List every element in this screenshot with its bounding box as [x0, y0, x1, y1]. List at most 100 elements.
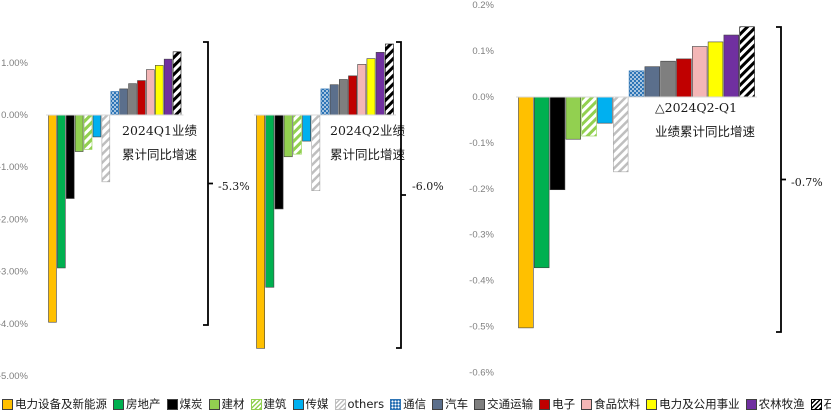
legend-swatch — [745, 398, 757, 410]
bar-农林牧渔 — [375, 52, 385, 116]
bar-煤炭 — [549, 96, 566, 191]
bar-others — [612, 96, 629, 173]
legend-swatch — [334, 398, 346, 410]
legend-swatch — [810, 398, 822, 410]
bar-电子 — [676, 58, 692, 98]
legend-label: 交通运输 — [487, 397, 534, 411]
bar-食品饮料 — [691, 46, 708, 98]
legend-label: 建筑 — [263, 397, 287, 411]
legend-swatch — [646, 398, 658, 410]
legend-item: others — [334, 397, 385, 411]
chart-panel-delta: 0.2% 0.1% 0.0% -0.1% -0.2% -0.3% -0.4% -0.5% -0.… — [469, 0, 823, 378]
y-tick-label: -4.00% — [0, 319, 29, 330]
legend-swatch — [166, 398, 178, 410]
legend-item: 房地产 — [113, 396, 161, 412]
bar-汽车 — [329, 84, 339, 116]
bracket — [203, 41, 213, 326]
legend-item: 农林牧渔 — [745, 396, 805, 412]
bar-煤炭 — [274, 114, 284, 210]
bar-建材 — [283, 114, 293, 158]
legend-swatch — [432, 398, 444, 410]
legend-item: 石油石化 — [810, 396, 831, 412]
legend-item: 汽车 — [432, 396, 468, 412]
legend-label: 电子 — [552, 397, 576, 411]
legend-swatch — [113, 398, 124, 410]
bar-电力设备及新能源 — [256, 114, 265, 349]
bar-石油石化 — [384, 43, 394, 116]
bar-建筑 — [83, 114, 93, 150]
bar-汽车 — [119, 88, 128, 116]
y-tick-label: 0.1% — [472, 46, 494, 57]
bar-others — [101, 114, 111, 183]
y-tick-label: -2.00% — [0, 214, 29, 225]
y-tick-label: -3.00% — [0, 267, 29, 278]
y-tick-label: -1.00% — [0, 162, 29, 173]
bar-煤炭 — [66, 114, 75, 199]
chart-panel-q1: 1.00% 0.00% -1.00% -2.00% -3.00% -4.00% -5.00%… — [0, 41, 250, 382]
legend-item: 传媒 — [292, 396, 329, 412]
bar-电力设备及新能源 — [48, 114, 57, 323]
bar-食品饮料 — [146, 69, 155, 116]
legend-label: others — [347, 397, 385, 411]
bar-建材 — [74, 114, 84, 152]
bar-农林牧渔 — [163, 58, 173, 116]
legend-swatch — [390, 398, 402, 410]
y-tick-label: -0.2% — [469, 184, 494, 195]
bar-石油石化 — [739, 26, 755, 98]
legend-item: 电力设备及新能源 — [2, 396, 107, 412]
bar-电子 — [137, 80, 146, 116]
bar-交通运输 — [128, 83, 137, 116]
legend-label: 建材 — [221, 397, 245, 411]
bar-电力及公用事业 — [366, 58, 376, 116]
y-tick-label: 0.0% — [472, 92, 494, 103]
annotation-text: 累计同比增速 — [330, 147, 406, 162]
legend-label: 石油石化 — [823, 397, 831, 411]
chart-canvas: 1.00% 0.00% -1.00% -2.00% -3.00% -4.00% -5.00%… — [0, 0, 823, 382]
legend-label: 食品饮料 — [594, 397, 641, 411]
y-tick-label: -0.5% — [469, 322, 494, 333]
legend-swatch — [2, 398, 13, 410]
annotation-text: 2024Q2业绩 — [330, 123, 406, 138]
legend-item: 电子 — [539, 396, 575, 412]
legend-label: 煤炭 — [179, 397, 203, 411]
legend-item: 建筑 — [250, 396, 287, 412]
legend-item: 煤炭 — [166, 396, 203, 412]
bar-传媒 — [92, 114, 102, 138]
bar-交通运输 — [660, 60, 676, 98]
y-tick-label: -5.00% — [0, 371, 29, 382]
legend-swatch — [208, 398, 220, 410]
bar-电子 — [348, 75, 357, 116]
bar-交通运输 — [338, 79, 348, 116]
y-tick-label: 0.2% — [472, 0, 494, 11]
annotation-text: 业绩累计同比增速 — [655, 124, 756, 139]
bar-建筑 — [292, 114, 302, 155]
legend-item: 建材 — [208, 396, 245, 412]
legend-label: 房地产 — [126, 397, 161, 411]
y-tick-label: 0.00% — [1, 110, 28, 121]
bar-房地产 — [533, 96, 550, 269]
bar-传媒 — [597, 96, 613, 124]
bar-通信 — [628, 70, 645, 98]
annotation-text: △2024Q2-Q1 — [655, 100, 737, 115]
annotation-text: 2024Q1业绩 — [122, 123, 198, 138]
bar-电力及公用事业 — [707, 41, 724, 98]
legend-label: 传媒 — [305, 397, 329, 411]
annotation-text: 累计同比增速 — [122, 147, 198, 162]
bar-传媒 — [302, 114, 311, 142]
bar-房地产 — [265, 114, 275, 288]
bar-食品饮料 — [357, 64, 367, 116]
y-tick-label: -0.6% — [469, 367, 494, 378]
bracket-label: -6.0% — [412, 180, 444, 193]
bar-石油石化 — [172, 51, 182, 116]
y-tick-label: 1.00% — [1, 58, 28, 69]
legend-label: 农林牧渔 — [758, 397, 805, 411]
bar-建筑 — [581, 96, 597, 137]
chart-legend: 电力设备及新能源 房地产 煤炭 建材 建筑 传媒 others 通信 汽车 交通运输 电子 食品饮料 电… — [2, 395, 831, 413]
legend-item: 电力及公用事业 — [646, 396, 740, 412]
y-tick-label: -0.4% — [469, 276, 494, 287]
bracket-label: -0.7% — [791, 176, 823, 189]
bar-电力设备及新能源 — [518, 96, 534, 329]
legend-label: 电力设备及新能源 — [15, 397, 107, 411]
legend-label: 电力及公用事业 — [659, 397, 740, 411]
bracket — [776, 26, 786, 333]
